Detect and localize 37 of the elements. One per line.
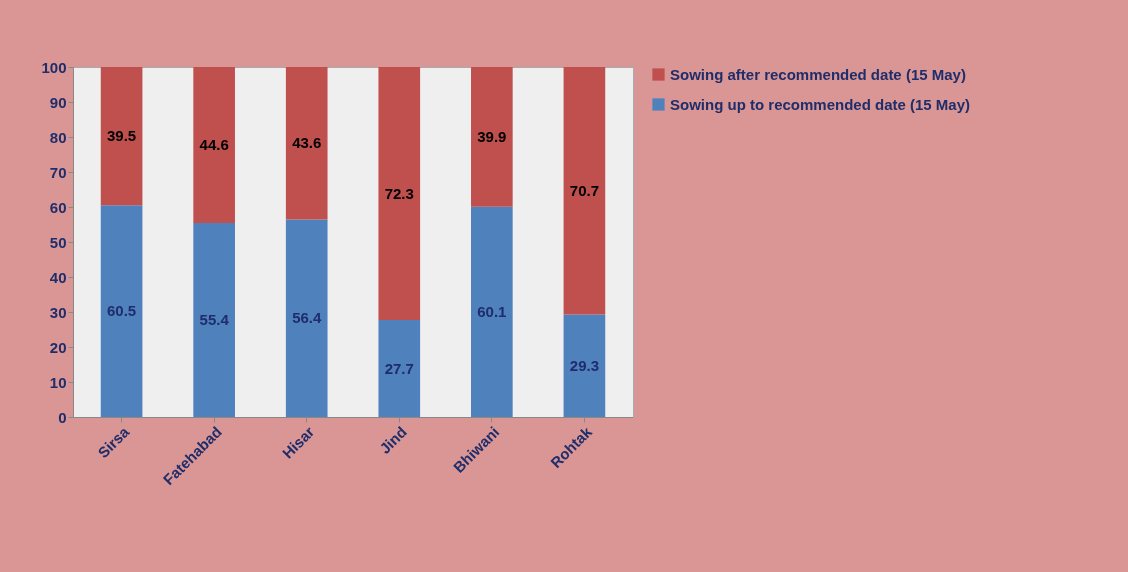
bar [100, 67, 143, 206]
y-tick-label: 70 [49, 163, 67, 181]
bar [563, 67, 606, 315]
bar [471, 206, 513, 417]
bar [378, 67, 421, 321]
legend-label: Sowing after recommended date (15 May) [670, 65, 966, 83]
data-label: 39.5 [106, 127, 137, 145]
bar [285, 219, 328, 417]
data-label: 39.9 [477, 127, 507, 145]
y-tick-label: 60 [49, 198, 67, 216]
data-label: 60.1 [477, 302, 507, 320]
y-tick-label: 30 [49, 303, 67, 321]
data-label: 43.6 [292, 134, 322, 152]
y-tick-label: 40 [49, 268, 67, 286]
bar [193, 223, 235, 417]
bar [378, 320, 421, 417]
bar [193, 67, 235, 224]
bar [471, 67, 513, 207]
data-label: 56.4 [292, 309, 322, 327]
data-label: 72.3 [384, 184, 414, 202]
bar [100, 205, 143, 417]
bar [563, 314, 606, 417]
data-label: 60.5 [106, 302, 137, 320]
data-label: 55.4 [199, 311, 230, 329]
y-tick-label: 100 [41, 58, 67, 76]
y-tick-label: 20 [49, 338, 67, 356]
y-tick-label: 90 [49, 93, 67, 111]
y-tick-label: 10 [49, 373, 67, 391]
y-tick-label: 0 [58, 408, 67, 426]
data-label: 70.7 [569, 181, 600, 199]
data-label: 44.6 [199, 136, 229, 154]
data-label: 27.7 [384, 359, 414, 377]
y-tick-label: 80 [49, 128, 67, 146]
bar [285, 67, 328, 220]
y-tick-label: 50 [49, 233, 67, 251]
data-label: 29.3 [569, 356, 600, 374]
legend-label: Sowing up to recommended date (15 May) [670, 95, 971, 113]
